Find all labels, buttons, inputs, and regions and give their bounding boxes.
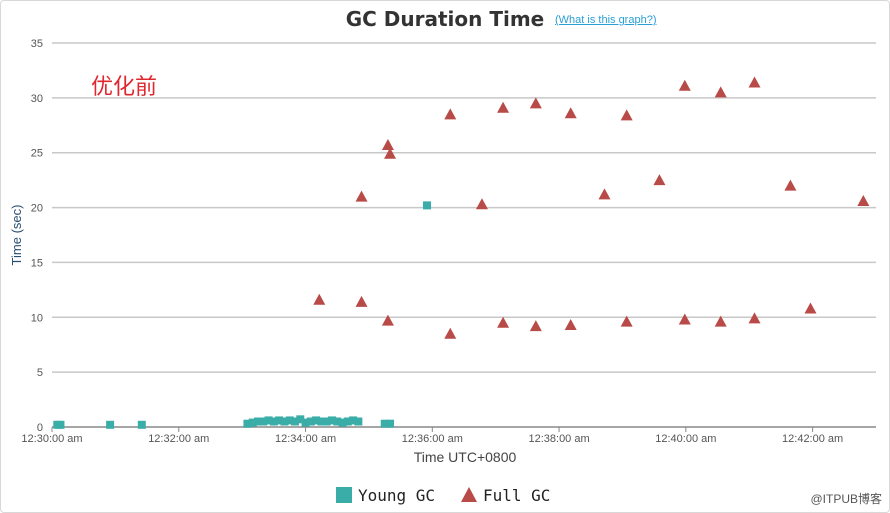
help-link[interactable]: (What is this graph?) — [555, 14, 657, 26]
young-gc-point — [137, 420, 146, 429]
full-gc-point — [714, 86, 727, 98]
young-gc-point — [285, 416, 294, 425]
young-gc-point — [254, 417, 262, 426]
x-tick-label: 12:38:00 am — [528, 433, 589, 445]
full-gc-point — [444, 327, 457, 339]
legend-young-gc-swatch — [336, 487, 352, 503]
young-gc-point — [317, 417, 326, 426]
y-tick-label: 5 — [37, 367, 43, 379]
young-gc-point — [259, 417, 268, 426]
full-gc-point — [529, 97, 542, 109]
young-gc-point — [243, 419, 252, 428]
young-gc-point — [248, 418, 257, 427]
young-gc-point — [56, 420, 65, 429]
full-gc-point — [444, 108, 457, 120]
y-tick-label: 10 — [31, 312, 43, 324]
young-gc-point — [349, 416, 358, 425]
legend-full-gc-swatch — [461, 487, 477, 502]
young-gc-point — [327, 416, 336, 425]
x-axis-label: Time UTC+0800 — [414, 449, 517, 465]
young-gc-point — [290, 417, 299, 426]
young-gc-point — [275, 416, 284, 425]
full-gc-point — [784, 179, 797, 191]
legend-young-gc-label: Young GC — [358, 486, 435, 505]
y-tick-label: 15 — [31, 257, 43, 269]
young-gc-point — [280, 417, 289, 426]
young-gc-point — [354, 417, 363, 426]
full-gc-point — [598, 188, 611, 200]
full-gc-point — [564, 318, 577, 330]
x-tick-label: 12:36:00 am — [402, 433, 463, 445]
full-gc-point — [529, 320, 542, 332]
young-gc-point — [312, 416, 321, 425]
x-axis-ticks: 12:30:00 am 12:32:00 am 12:34:00 am 12:36:0… — [21, 427, 843, 445]
y-axis-ticks: 0 5 10 15 20 25 30 35 — [31, 38, 43, 434]
watermark: @ITPUB博客 — [810, 492, 882, 506]
young-gc-point — [264, 416, 273, 425]
full-gc-point — [381, 314, 394, 326]
x-tick-label: 12:32:00 am — [148, 433, 209, 445]
x-tick-label: 12:30:00 am — [21, 433, 82, 445]
full-gc-point — [384, 147, 397, 159]
full-gc-point — [620, 109, 633, 121]
x-tick-label: 12:40:00 am — [655, 433, 716, 445]
young-gc-point — [106, 420, 115, 429]
legend[interactable]: Young GC Full GC — [336, 486, 550, 505]
young-gc-point — [296, 415, 305, 424]
young-gc-point — [269, 417, 278, 426]
y-tick-label: 20 — [31, 203, 43, 215]
young-gc-point — [333, 417, 342, 426]
full-gc-point — [381, 139, 394, 151]
grid-lines — [52, 42, 876, 428]
full-gc-point — [313, 293, 326, 305]
young-gc-point — [322, 417, 331, 426]
young-gc-point — [301, 418, 310, 427]
full-gc-point — [355, 295, 368, 307]
full-gc-point — [804, 302, 817, 314]
full-gc-point — [748, 312, 761, 324]
young-gc-point — [343, 417, 352, 426]
x-tick-label: 12:34:00 am — [275, 433, 336, 445]
y-tick-label: 35 — [31, 38, 43, 50]
full-gc-point — [857, 194, 870, 206]
annotation-label: 优化前 — [91, 75, 158, 100]
young-gc-point — [423, 201, 432, 210]
young-gc-point — [386, 419, 395, 428]
full-gc-point — [497, 316, 510, 328]
y-axis-label: Time (sec) — [9, 205, 24, 266]
full-gc-point — [678, 313, 691, 325]
chart-title: GC Duration Time — [345, 7, 545, 31]
full-gc-point — [564, 107, 577, 119]
full-gc-point — [748, 76, 761, 88]
full-gc-point — [714, 315, 727, 327]
x-tick-label: 12:42:00 am — [782, 433, 843, 445]
young-gc-point — [338, 418, 347, 427]
young-gc-point — [306, 417, 315, 426]
full-gc-point — [355, 190, 368, 202]
y-tick-label: 25 — [31, 148, 43, 160]
full-gc-point — [497, 101, 510, 113]
y-tick-label: 0 — [37, 422, 43, 434]
legend-full-gc-label: Full GC — [483, 486, 550, 505]
full-gc-point — [475, 198, 488, 210]
full-gc-point — [653, 174, 666, 186]
full-gc-point — [678, 79, 691, 91]
data-marks — [53, 76, 870, 429]
y-tick-label: 30 — [31, 93, 43, 105]
young-gc-point — [380, 419, 389, 428]
full-gc-point — [620, 315, 633, 327]
